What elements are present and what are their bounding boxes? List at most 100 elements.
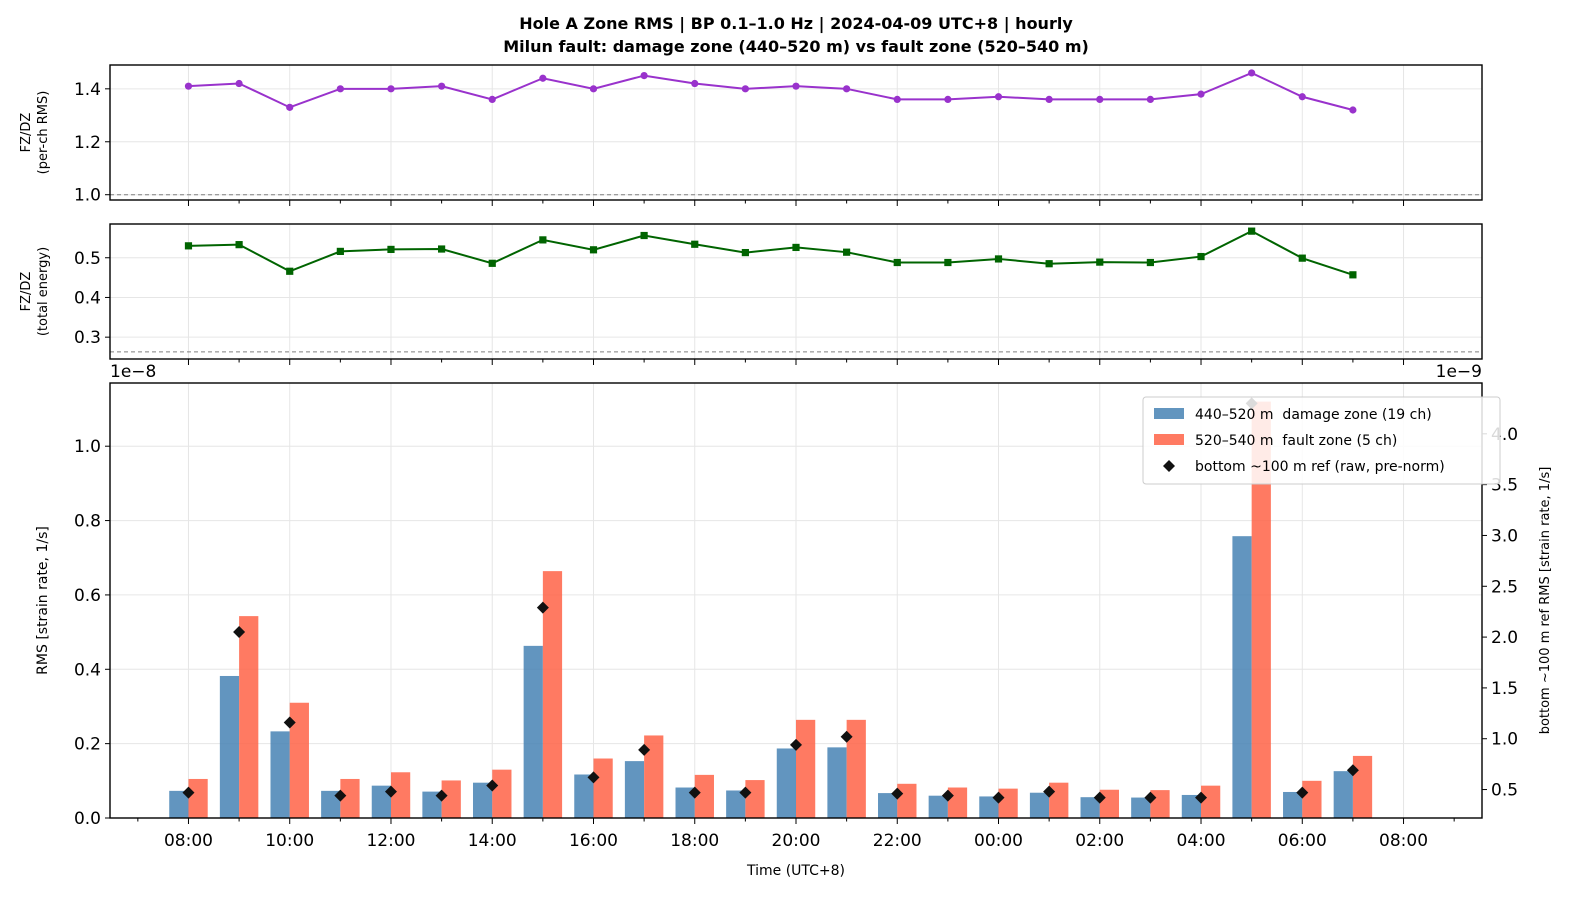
- x-tick-label: 10:00: [265, 831, 314, 851]
- ratio-point: [640, 71, 648, 80]
- bar-fault-zone: [390, 772, 411, 818]
- ratio-point: [235, 79, 243, 88]
- bar-damage-zone: [1333, 771, 1353, 818]
- bar-damage-zone: [574, 774, 594, 818]
- legend-box: [1142, 396, 1501, 485]
- x-tick-label: 00:00: [974, 831, 1023, 851]
- bar-damage-zone: [321, 790, 341, 818]
- ratio-point: [741, 248, 749, 257]
- y-tick-label-left: 0.6: [74, 586, 101, 606]
- bar-damage-zone: [624, 761, 645, 818]
- y-tick-label-right: 0.5: [1491, 781, 1518, 801]
- legend-label-fault: 520–540 m fault zone (5 ch): [1195, 433, 1397, 449]
- x-tick-label: 16:00: [569, 831, 618, 851]
- bar-damage-zone: [928, 795, 948, 818]
- ratio-point: [589, 85, 598, 93]
- ratio-point: [944, 95, 952, 104]
- plot-frame: [109, 223, 1483, 360]
- ratio-series-line: [188, 230, 1354, 276]
- x-tick-label: 02:00: [1075, 831, 1124, 851]
- y-tick-label-left: 0.4: [74, 660, 101, 680]
- bar-damage-zone: [1080, 797, 1100, 818]
- y-tick-label-right: 2.0: [1491, 628, 1518, 648]
- ratio-point: [994, 255, 1003, 263]
- y-tick-label: 1.0: [74, 186, 101, 206]
- bar-fault-zone: [1049, 782, 1069, 818]
- bar-damage-zone: [371, 785, 391, 818]
- ratio-point: [640, 231, 648, 240]
- bar-damage-zone: [472, 782, 493, 818]
- y-tick-label-left: 0.2: [74, 735, 101, 755]
- bar-fault-zone: [1099, 789, 1120, 818]
- ref-marker: [1296, 786, 1309, 799]
- ratio-point: [1248, 69, 1256, 77]
- x-axis-label: Time (UTC+8): [746, 863, 845, 879]
- y-tick-label-right: 3.0: [1491, 526, 1518, 546]
- x-tick-label: 06:00: [1278, 831, 1327, 851]
- bar-fault-zone: [846, 719, 866, 818]
- ratio-point: [589, 246, 598, 254]
- legend: 440–520 m damage zone (19 ch) 520–540 m …: [1142, 396, 1501, 485]
- ratio-point: [1197, 90, 1205, 98]
- ref-marker: [283, 716, 296, 729]
- y-tick-label: 0.4: [74, 288, 101, 308]
- ratio-rms-panel: 1.0 1.2 1.4 FZ/DZ (per-ch RMS): [19, 64, 1483, 206]
- x-tick-label: 14:00: [468, 831, 517, 851]
- bar-damage-zone: [675, 787, 695, 818]
- ratio-point: [286, 103, 294, 111]
- x-tick-label: 12:00: [366, 831, 415, 851]
- ref-marker: [435, 789, 448, 802]
- bar-fault-zone: [998, 788, 1018, 818]
- y-tick-label-left: 0.8: [74, 512, 101, 532]
- bar-fault-zone: [1251, 401, 1271, 818]
- y-tick-label-left: 1.0: [74, 437, 101, 457]
- ratio-point: [336, 247, 344, 255]
- ratio-point: [1045, 95, 1053, 104]
- bar-damage-zone: [422, 791, 442, 818]
- ref-marker: [992, 791, 1005, 804]
- bar-damage-zone: [878, 793, 898, 818]
- x-tick-label: 08:00: [1379, 831, 1428, 851]
- ref-marker: [233, 626, 246, 639]
- ratio-point: [792, 82, 800, 90]
- bar-fault-zone: [188, 778, 208, 818]
- bar-damage-zone: [1232, 536, 1252, 818]
- ref-marker: [587, 771, 600, 784]
- plot-frame: [109, 64, 1483, 201]
- y-axis-label: FZ/DZ: [19, 272, 34, 312]
- ref-marker: [334, 789, 347, 802]
- ref-marker: [1346, 764, 1359, 777]
- y-tick-label: 1.2: [74, 133, 101, 153]
- ratio-point: [843, 85, 851, 93]
- y-axis-label-right: bottom ~100 m ref RMS [strain rate, 1/s]: [1538, 467, 1553, 735]
- ratio-point: [488, 259, 496, 267]
- bar-damage-zone: [270, 731, 290, 818]
- ratio-point: [843, 248, 851, 256]
- y-axis-label: (total energy): [36, 247, 51, 336]
- bar-fault-zone: [694, 774, 714, 818]
- ratio-point: [792, 243, 800, 252]
- ratio-point: [1096, 95, 1104, 104]
- ref-marker: [182, 786, 195, 799]
- ratio-point: [387, 85, 395, 93]
- ratio-point: [387, 245, 395, 254]
- bar-fault-zone: [1302, 780, 1322, 818]
- bar-damage-zone: [169, 790, 189, 818]
- x-tick-label: 04:00: [1177, 831, 1226, 851]
- rms-bar-panel: 08:00 10:00 12:00 14:00 16:00 18:00 20:00 22:00…: [35, 362, 1553, 879]
- ref-marker: [790, 738, 802, 751]
- bar-damage-zone: [1283, 791, 1303, 818]
- bar-damage-zone: [219, 675, 240, 818]
- bar-fault-zone: [593, 758, 613, 818]
- ratio-point: [438, 245, 446, 253]
- ratio-point: [691, 79, 699, 88]
- legend-marker-ref: [1163, 460, 1175, 472]
- ratio-point: [438, 82, 446, 90]
- ratio-point: [893, 258, 901, 267]
- ratio-point: [184, 82, 193, 90]
- y-tick-label: 0.3: [74, 328, 101, 348]
- x-tick-label: 18:00: [670, 831, 719, 851]
- bar-damage-zone: [1131, 797, 1151, 818]
- bar-damage-zone: [1029, 792, 1050, 818]
- ratio-point: [1096, 258, 1104, 266]
